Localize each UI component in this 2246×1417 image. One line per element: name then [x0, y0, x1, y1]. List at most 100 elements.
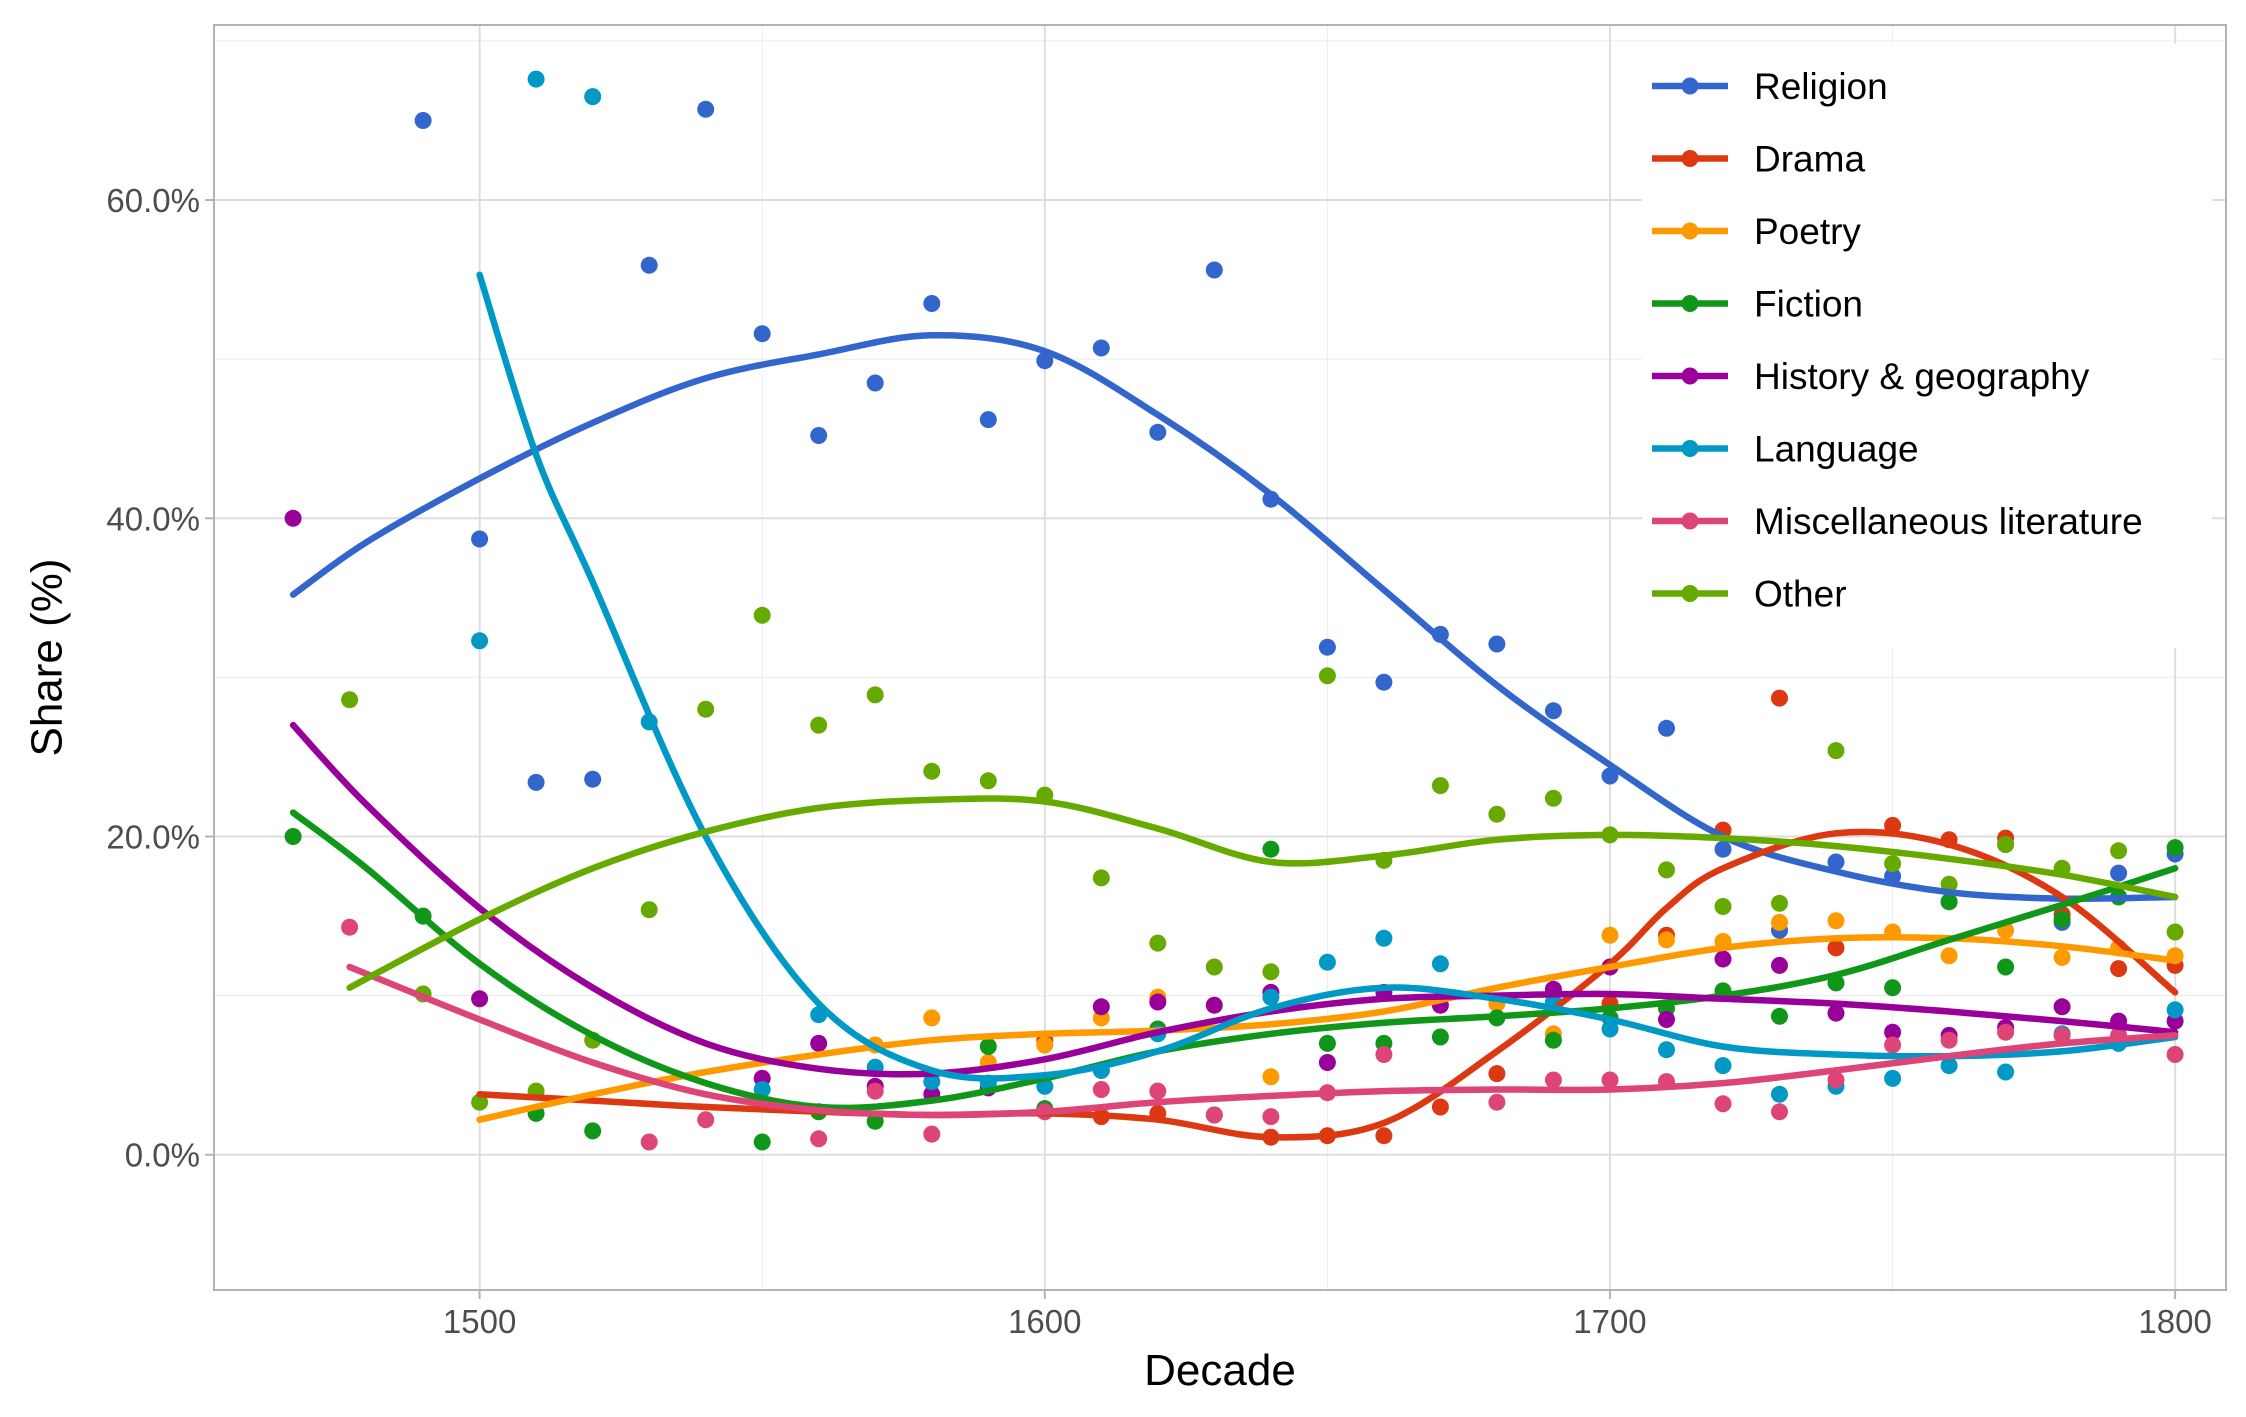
data-point-miscellaneous-literature	[1827, 1071, 1845, 1089]
data-point-poetry	[1601, 926, 1619, 944]
tick-layer: 1500 1600 1700 1800 0.0% 20.0% 40.0% 60.0%	[106, 182, 2211, 1340]
data-point-drama	[1771, 689, 1788, 707]
data-point-other	[1714, 898, 1732, 915]
data-point-history-and-geography	[1884, 1023, 1902, 1041]
trend-layer	[289, 271, 2179, 1141]
data-point-other	[1262, 963, 1280, 981]
data-point-other	[1149, 934, 1167, 952]
data-point-fiction	[1544, 1031, 1562, 1049]
data-point-fiction	[1318, 1034, 1336, 1052]
legend-key-point	[1681, 295, 1699, 312]
legend-key-point	[1681, 512, 1699, 530]
data-point-religion	[1092, 339, 1110, 357]
panel-border	[213, 24, 2227, 1291]
legend-key-point	[1681, 150, 1699, 167]
data-point-fiction	[1262, 840, 1280, 858]
data-point-fiction	[584, 1122, 602, 1140]
data-point-language	[584, 88, 602, 106]
x-tick-label: 1500	[443, 1303, 516, 1340]
data-point-language	[527, 70, 545, 88]
data-point-religion	[979, 411, 997, 429]
data-point-language	[471, 632, 489, 650]
data-point-other	[697, 700, 715, 718]
data-point-poetry	[1658, 931, 1675, 949]
legend-label: Drama	[1754, 139, 1865, 180]
data-point-miscellaneous-literature	[866, 1082, 884, 1100]
data-point-language	[753, 1081, 771, 1098]
data-point-fiction	[1771, 1007, 1788, 1025]
data-point-religion	[697, 100, 715, 118]
data-point-history-and-geography	[1149, 993, 1167, 1011]
data-point-other	[2166, 923, 2184, 941]
legend-item-language: Language	[1652, 429, 1919, 470]
data-point-poetry	[1827, 912, 1845, 930]
data-point-religion	[1375, 673, 1393, 691]
y-tick-label: 0.0%	[125, 1137, 200, 1174]
data-point-fiction	[2053, 910, 2071, 928]
data-point-poetry	[1940, 947, 1958, 965]
data-point-religion	[923, 295, 941, 312]
data-point-religion	[1149, 423, 1167, 441]
data-point-religion	[1544, 702, 1562, 720]
data-point-religion	[753, 325, 771, 343]
legend-label: Miscellaneous literature	[1754, 501, 2143, 542]
legend-label: History & geography	[1754, 356, 2090, 397]
data-point-history-and-geography	[1658, 1011, 1675, 1028]
legend-key-point	[1681, 77, 1699, 95]
data-point-language	[1940, 1057, 1958, 1075]
data-point-language	[1997, 1063, 2015, 1081]
y-axis-title: Share (%)	[22, 558, 71, 756]
data-point-religion	[471, 530, 489, 548]
x-tick-label: 1800	[2138, 1303, 2211, 1340]
data-point-other	[1544, 789, 1562, 807]
data-point-fiction	[1940, 893, 1958, 911]
data-point-other	[1827, 742, 1845, 760]
data-point-religion	[1601, 767, 1619, 785]
data-point-fiction	[1431, 1028, 1449, 1046]
data-point-other	[471, 1093, 489, 1111]
legend-label: Language	[1754, 429, 1919, 470]
data-point-history-and-geography	[1318, 1054, 1336, 1071]
data-point-other	[1318, 667, 1336, 685]
data-point-fiction	[753, 1133, 771, 1151]
data-point-religion	[1036, 352, 1054, 370]
data-point-fiction	[284, 828, 302, 845]
legend-key-point	[1681, 222, 1699, 240]
data-point-miscellaneous-literature	[697, 1111, 715, 1129]
data-point-other	[1771, 894, 1788, 912]
data-point-other	[866, 686, 884, 704]
data-point-history-and-geography	[471, 990, 489, 1008]
data-point-fiction	[979, 1038, 997, 1055]
data-point-other	[1488, 805, 1506, 823]
data-point-religion	[1658, 719, 1675, 737]
legend: Religion Drama Poetry Fiction History & geog…	[1642, 44, 2212, 648]
data-point-other	[1431, 777, 1449, 795]
data-point-miscellaneous-literature	[1940, 1031, 1958, 1049]
data-point-poetry	[1262, 1068, 1280, 1086]
data-point-miscellaneous-literature	[1205, 1106, 1223, 1124]
data-point-religion	[414, 112, 432, 129]
data-point-other	[923, 762, 941, 780]
trend-line-miscellaneous-literature	[346, 963, 2179, 1119]
legend-item-miscellaneous-literature: Miscellaneous literature	[1652, 501, 2143, 542]
data-point-miscellaneous-literature	[1714, 1095, 1732, 1113]
x-tick-label: 1600	[1008, 1303, 1081, 1340]
data-point-history-and-geography	[810, 1034, 828, 1052]
x-axis-title: Decade	[1144, 1346, 1296, 1395]
data-point-religion	[2110, 864, 2128, 882]
data-point-language	[1714, 1057, 1732, 1075]
data-point-history-and-geography	[1092, 998, 1110, 1016]
y-tick-label: 60.0%	[106, 182, 200, 219]
data-point-miscellaneous-literature	[1544, 1071, 1562, 1089]
data-point-miscellaneous-literature	[1262, 1108, 1280, 1126]
data-point-history-and-geography	[1205, 996, 1223, 1014]
data-point-language	[1658, 1041, 1675, 1059]
data-point-fiction	[2166, 839, 2184, 857]
legend-label: Poetry	[1754, 211, 1861, 252]
legend-item-drama: Drama	[1652, 139, 1865, 180]
data-point-miscellaneous-literature	[810, 1130, 828, 1148]
data-point-poetry	[1771, 913, 1788, 931]
legend-label: Religion	[1754, 66, 1888, 107]
